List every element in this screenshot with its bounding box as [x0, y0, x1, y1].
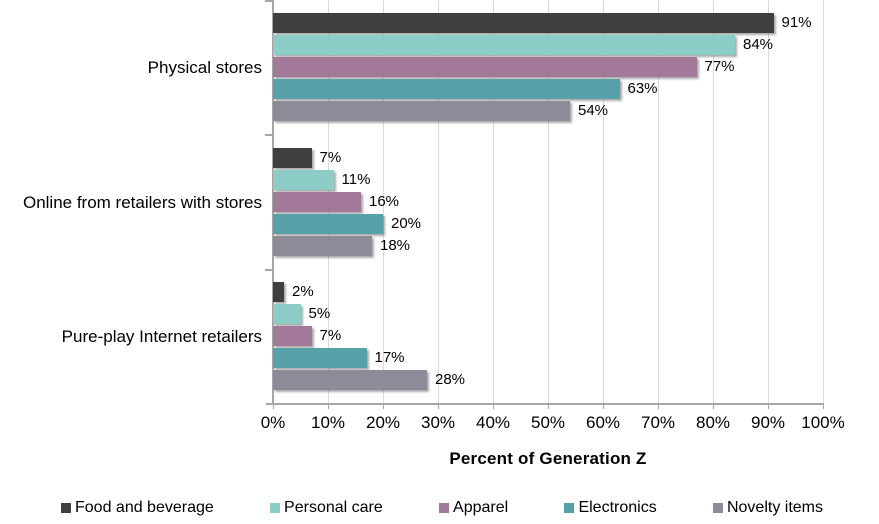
legend-label: Apparel — [453, 499, 509, 516]
x-axis-tick-label: 50% — [530, 413, 566, 432]
legend-item: Electronics — [564, 499, 657, 517]
x-axis-tick — [658, 404, 659, 409]
x-axis-tick — [603, 404, 604, 409]
x-axis-tick-label: 90% — [750, 413, 786, 432]
legend-swatch — [564, 503, 575, 513]
gridline — [548, 0, 549, 403]
legend-swatch — [270, 503, 281, 513]
legend-label: Personal care — [284, 499, 383, 516]
x-axis-line — [266, 403, 824, 405]
x-axis-title: Percent of Generation Z — [449, 449, 647, 468]
x-axis-tick-label: 20% — [365, 413, 401, 432]
value-label: 54% — [578, 102, 609, 120]
gridline — [658, 0, 659, 403]
bar-novelty-items — [273, 101, 570, 122]
bar-personal-care — [273, 35, 735, 56]
legend: Food and beverage Personal care Apparel Ele… — [61, 499, 823, 517]
legend-item: Apparel — [439, 499, 508, 517]
legend-label: Electronics — [578, 499, 657, 516]
value-label: 91% — [781, 14, 812, 32]
x-axis-tick — [548, 404, 549, 409]
x-axis-tick-label: 10% — [310, 413, 346, 432]
gridline — [438, 0, 439, 403]
value-label: 2% — [292, 282, 314, 300]
x-axis-tick — [823, 404, 824, 409]
gridline — [493, 0, 494, 403]
bar-personal-care — [273, 303, 301, 324]
bar-personal-care — [273, 169, 334, 190]
x-axis-tick — [383, 404, 384, 409]
bar-electronics — [273, 213, 383, 234]
x-axis-tick — [328, 404, 329, 409]
category-label: Pure-play Internet retailers — [61, 327, 262, 346]
gridline — [603, 0, 604, 403]
x-axis-tick — [713, 404, 714, 409]
category-label: Online from retailers with stores — [22, 193, 262, 212]
category-separator-tick — [265, 0, 273, 2]
x-axis-tick-label: 60% — [585, 413, 621, 432]
x-axis-tick — [493, 404, 494, 409]
bar-electronics — [273, 79, 620, 100]
legend-item: Personal care — [270, 499, 383, 517]
plot-area: 91% 84% 77% 63% 54% 7% 11% 16% 20% 18% 2% 5% 7% 17% 28… — [265, 0, 824, 409]
x-axis-tick — [438, 404, 439, 409]
bar-food-and-beverage — [273, 147, 312, 168]
value-label: 11% — [341, 170, 371, 188]
value-label: 7% — [319, 326, 342, 344]
x-axis-tick-label: 100% — [801, 413, 845, 432]
bar-apparel — [273, 191, 361, 212]
gridline — [823, 0, 824, 403]
x-axis-tick — [768, 404, 769, 409]
category-separator-tick — [265, 269, 273, 271]
bar-novelty-items — [273, 369, 427, 390]
value-label: 16% — [369, 192, 400, 210]
legend-label: Food and beverage — [75, 499, 214, 516]
legend-swatch — [61, 503, 71, 513]
legend-swatch — [439, 503, 450, 513]
bar-novelty-items — [273, 235, 372, 256]
x-axis-tick-label: 70% — [640, 413, 676, 432]
x-axis-tick-label: 30% — [420, 413, 456, 432]
value-label: 18% — [380, 236, 411, 254]
bar-apparel — [273, 325, 312, 346]
x-axis-tick — [273, 404, 274, 409]
bar-food-and-beverage — [273, 281, 284, 302]
legend-label: Novelty items — [726, 499, 823, 516]
bar-apparel — [273, 57, 697, 78]
x-axis-tick-label: 0% — [260, 413, 286, 432]
value-label: 7% — [319, 148, 342, 166]
value-label: 17% — [374, 348, 405, 366]
gridline — [713, 0, 714, 403]
category-separator-tick — [265, 134, 273, 136]
x-axis-tick-label: 80% — [695, 413, 731, 432]
legend-swatch — [712, 503, 723, 513]
x-axis-tick-label: 40% — [475, 413, 511, 432]
value-label: 63% — [627, 80, 658, 98]
gridline — [768, 0, 769, 403]
category-label: Physical stores — [147, 58, 262, 77]
legend-item: Food and beverage — [61, 499, 214, 517]
value-label: 20% — [391, 214, 422, 232]
bar-food-and-beverage — [273, 13, 774, 34]
gridline — [383, 0, 384, 403]
value-label: 84% — [743, 36, 774, 54]
legend-item: Novelty items — [712, 499, 823, 517]
bar-electronics — [273, 347, 367, 368]
value-label: 28% — [435, 370, 466, 388]
value-label: 5% — [308, 304, 331, 322]
value-label: 77% — [704, 58, 735, 76]
